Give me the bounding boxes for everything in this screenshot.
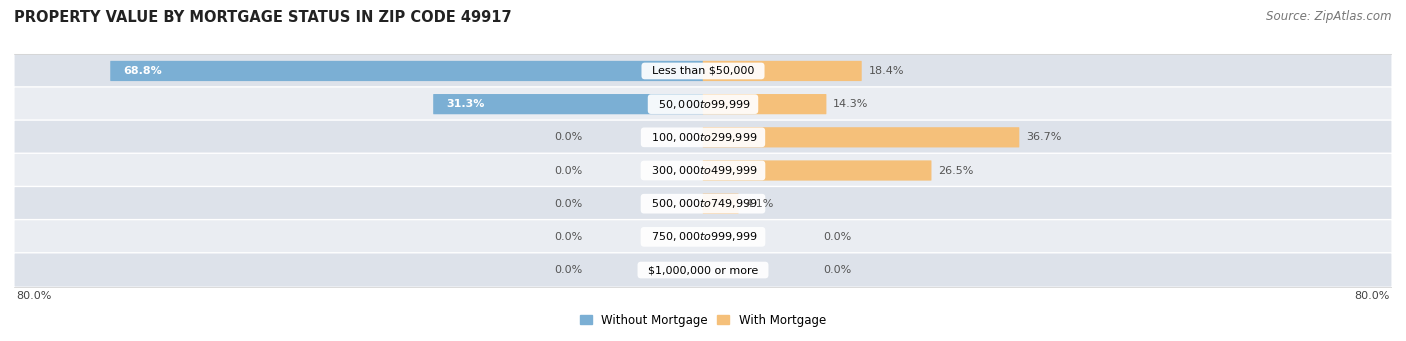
Text: 4.1%: 4.1% [745,199,773,209]
Text: Less than $50,000: Less than $50,000 [645,66,761,76]
FancyBboxPatch shape [14,220,1392,254]
Text: 31.3%: 31.3% [446,99,485,109]
FancyBboxPatch shape [110,61,703,81]
FancyBboxPatch shape [703,61,862,81]
Text: Source: ZipAtlas.com: Source: ZipAtlas.com [1267,10,1392,23]
Text: 26.5%: 26.5% [938,165,973,176]
Text: 14.3%: 14.3% [832,99,869,109]
Text: 0.0%: 0.0% [824,232,852,242]
FancyBboxPatch shape [14,187,1392,221]
Text: 0.0%: 0.0% [554,165,582,176]
Text: $500,000 to $749,999: $500,000 to $749,999 [644,197,762,210]
FancyBboxPatch shape [14,153,1392,188]
FancyBboxPatch shape [703,160,931,181]
Text: $300,000 to $499,999: $300,000 to $499,999 [644,164,762,177]
FancyBboxPatch shape [703,127,1019,147]
Text: 0.0%: 0.0% [554,232,582,242]
Legend: Without Mortgage, With Mortgage: Without Mortgage, With Mortgage [575,309,831,331]
Text: $750,000 to $999,999: $750,000 to $999,999 [644,231,762,243]
Text: 80.0%: 80.0% [1354,291,1389,301]
Text: $100,000 to $299,999: $100,000 to $299,999 [644,131,762,144]
Text: PROPERTY VALUE BY MORTGAGE STATUS IN ZIP CODE 49917: PROPERTY VALUE BY MORTGAGE STATUS IN ZIP… [14,10,512,25]
FancyBboxPatch shape [703,194,738,214]
Text: $50,000 to $99,999: $50,000 to $99,999 [651,98,755,110]
Text: $1,000,000 or more: $1,000,000 or more [641,265,765,275]
Text: 0.0%: 0.0% [824,265,852,275]
Text: 0.0%: 0.0% [554,132,582,142]
Text: 80.0%: 80.0% [17,291,52,301]
FancyBboxPatch shape [433,94,703,114]
FancyBboxPatch shape [14,54,1392,88]
FancyBboxPatch shape [14,120,1392,154]
Text: 68.8%: 68.8% [124,66,162,76]
Text: 0.0%: 0.0% [554,199,582,209]
Text: 36.7%: 36.7% [1026,132,1062,142]
FancyBboxPatch shape [14,253,1392,287]
Text: 0.0%: 0.0% [554,265,582,275]
FancyBboxPatch shape [703,94,827,114]
FancyBboxPatch shape [14,87,1392,121]
Text: 18.4%: 18.4% [869,66,904,76]
